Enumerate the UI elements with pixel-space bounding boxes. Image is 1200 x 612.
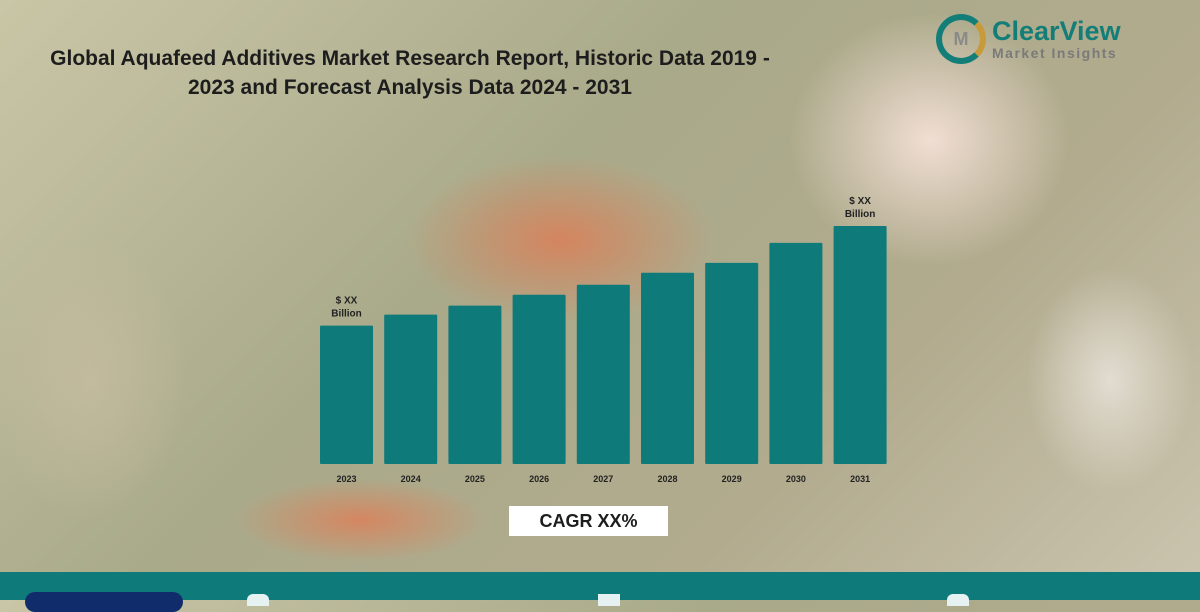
- x-tick-label: 2023: [336, 474, 356, 484]
- report-title: Global Aquafeed Additives Market Researc…: [50, 47, 770, 99]
- data-label: Billion: [845, 209, 876, 220]
- logo-subtitle: Market Insights: [992, 44, 1118, 61]
- x-tick-label: 2024: [401, 474, 421, 484]
- mail-icon: [598, 594, 620, 606]
- bar-2023: [320, 325, 373, 464]
- x-tick-label: 2025: [465, 474, 485, 484]
- data-label: $ XX: [336, 296, 358, 307]
- cagr-label: CAGR XX%: [509, 506, 668, 536]
- x-tick-label: 2029: [722, 474, 742, 484]
- bar-2024: [384, 314, 438, 464]
- bar-2025: [448, 305, 502, 464]
- x-tick-label: 2028: [657, 474, 677, 484]
- footer-bar: [0, 572, 1200, 612]
- bar-2026: [512, 294, 566, 464]
- bar-2030: [769, 242, 823, 464]
- data-label: $ XX: [849, 196, 871, 207]
- x-tick-label: 2031: [850, 474, 870, 484]
- logo-mark-icon: M: [936, 14, 986, 64]
- phone-icon: [947, 594, 969, 606]
- footer-button[interactable]: [25, 592, 183, 612]
- x-tick-label: 2030: [786, 474, 806, 484]
- clearview-logo: M ClearView Market Insights: [936, 14, 1121, 64]
- bar-2031: [833, 225, 887, 464]
- globe-icon: [247, 594, 269, 606]
- logo-name: ClearView: [992, 15, 1121, 46]
- x-tick-label: 2027: [593, 474, 613, 484]
- x-tick-label: 2026: [529, 474, 549, 484]
- bar-2028: [641, 272, 694, 464]
- bar-2029: [705, 262, 759, 464]
- data-label: Billion: [331, 309, 362, 320]
- bar-2027: [576, 284, 630, 464]
